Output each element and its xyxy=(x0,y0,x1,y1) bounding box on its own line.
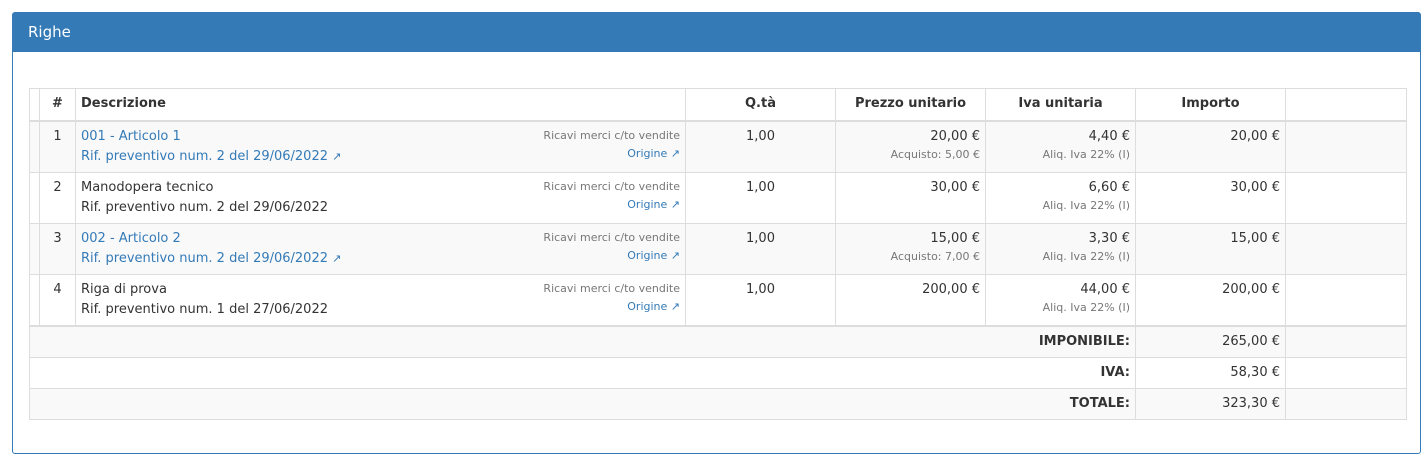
row-description: Ricavi merci c/to vendite Origine ↗︎ 001 -… xyxy=(75,120,686,173)
reference-link[interactable]: Rif. preventivo num. 2 del 29/06/2022 ↗︎ xyxy=(81,250,342,266)
row-title: Manodopera tecnico xyxy=(81,179,214,195)
external-link-icon: ↗︎ xyxy=(332,251,342,265)
totals-row: IVA: 58,30 € xyxy=(29,356,1407,389)
table-row: 3 Ricavi merci c/to vendite Origine ↗︎ 002… xyxy=(29,222,1407,275)
table-header: # Descrizione Q.tà Prezzo unitario Iva u… xyxy=(29,88,1407,122)
account: Ricavi merci c/to vendite xyxy=(543,230,680,244)
header-vat: Iva unitaria xyxy=(985,88,1136,122)
row-amount: 20,00 € xyxy=(1135,120,1286,173)
totals-row: IMPONIBILE: 265,00 € xyxy=(29,325,1407,358)
row-price: 20,00 € Acquisto: 5,00 € xyxy=(835,120,986,173)
header-desc: Descrizione xyxy=(75,88,686,122)
header-price: Prezzo unitario xyxy=(835,88,986,122)
row-title: Riga di prova xyxy=(81,281,167,297)
row-description: Ricavi merci c/to vendite Origine ↗︎ Manod… xyxy=(75,171,686,224)
account: Ricavi merci c/to vendite xyxy=(543,179,680,193)
purchase-price: Acquisto: 5,00 € xyxy=(890,147,980,161)
row-qty: 1,00 xyxy=(685,120,836,173)
row-qty: 1,00 xyxy=(685,222,836,275)
origin-link[interactable]: Origine ↗︎ xyxy=(627,146,680,160)
row-vat: 44,00 € Aliq. Iva 22% (I) xyxy=(985,273,1136,326)
row-description: Ricavi merci c/to vendite Origine ↗︎ 002 -… xyxy=(75,222,686,275)
total-label: IMPONIBILE: xyxy=(29,325,1136,358)
article-link[interactable]: 001 - Articolo 1 xyxy=(81,128,181,144)
header-qty: Q.tà xyxy=(685,88,836,122)
origin-link[interactable]: Origine ↗︎ xyxy=(627,299,680,313)
origin-link[interactable]: Origine ↗︎ xyxy=(627,248,680,262)
external-link-icon: ↗︎ xyxy=(332,149,342,163)
row-num: 3 xyxy=(39,222,76,275)
row-amount: 30,00 € xyxy=(1135,171,1286,224)
row-qty: 1,00 xyxy=(685,171,836,224)
row-num: 2 xyxy=(39,171,76,224)
totals-row: TOTALE: 323,30 € xyxy=(29,387,1407,420)
origin-link[interactable]: Origine ↗︎ xyxy=(627,197,680,211)
vat-rate: Aliq. Iva 22% (I) xyxy=(1042,198,1130,212)
article-link[interactable]: 002 - Articolo 2 xyxy=(81,230,181,246)
row-price: 200,00 € xyxy=(835,273,986,326)
total-value: 58,30 € xyxy=(1135,356,1286,389)
row-amount: 200,00 € xyxy=(1135,273,1286,326)
table-row: 4 Ricavi merci c/to vendite Origine ↗︎ Rig… xyxy=(29,273,1407,326)
row-qty: 1,00 xyxy=(685,273,836,326)
total-label: IVA: xyxy=(29,356,1136,389)
row-num: 4 xyxy=(39,273,76,326)
row-amount: 15,00 € xyxy=(1135,222,1286,275)
account: Ricavi merci c/to vendite xyxy=(543,281,680,295)
row-reference: Rif. preventivo num. 1 del 27/06/2022 xyxy=(81,301,328,317)
table-row: 2 Ricavi merci c/to vendite Origine ↗︎ Man… xyxy=(29,171,1407,224)
reference-link[interactable]: Rif. preventivo num. 2 del 29/06/2022 ↗︎ xyxy=(81,148,342,164)
external-link-icon: ↗︎ xyxy=(670,248,680,262)
total-value: 323,30 € xyxy=(1135,387,1286,420)
righe-panel: Righe # Descrizione Q.tà Prezzo unitario… xyxy=(12,12,1421,454)
row-vat: 6,60 € Aliq. Iva 22% (I) xyxy=(985,171,1136,224)
row-vat: 3,30 € Aliq. Iva 22% (I) xyxy=(985,222,1136,275)
external-link-icon: ↗︎ xyxy=(670,146,680,160)
row-vat: 4,40 € Aliq. Iva 22% (I) xyxy=(985,120,1136,173)
total-value: 265,00 € xyxy=(1135,325,1286,358)
panel-title: Righe xyxy=(13,13,1420,52)
account: Ricavi merci c/to vendite xyxy=(543,128,680,142)
vat-rate: Aliq. Iva 22% (I) xyxy=(1042,300,1130,314)
header-amount: Importo xyxy=(1135,88,1286,122)
row-reference: Rif. preventivo num. 2 del 29/06/2022 xyxy=(81,199,328,215)
righe-table: # Descrizione Q.tà Prezzo unitario Iva u… xyxy=(29,88,1407,420)
external-link-icon: ↗︎ xyxy=(670,197,680,211)
vat-rate: Aliq. Iva 22% (I) xyxy=(1042,249,1130,263)
table-row: 1 Ricavi merci c/to vendite Origine ↗︎ 001… xyxy=(29,120,1407,173)
external-link-icon: ↗︎ xyxy=(670,299,680,313)
total-label: TOTALE: xyxy=(29,387,1136,420)
row-price: 15,00 € Acquisto: 7,00 € xyxy=(835,222,986,275)
vat-rate: Aliq. Iva 22% (I) xyxy=(1042,147,1130,161)
row-price: 30,00 € xyxy=(835,171,986,224)
row-description: Ricavi merci c/to vendite Origine ↗︎ Riga … xyxy=(75,273,686,326)
purchase-price: Acquisto: 7,00 € xyxy=(890,249,980,263)
row-num: 1 xyxy=(39,120,76,173)
header-num: # xyxy=(39,88,76,122)
